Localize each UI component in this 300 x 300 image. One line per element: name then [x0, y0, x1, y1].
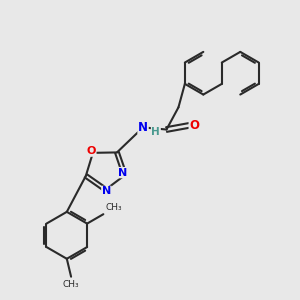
Text: N: N [102, 186, 111, 197]
Text: CH₃: CH₃ [63, 280, 80, 289]
Text: O: O [189, 119, 199, 132]
Text: N: N [138, 121, 148, 134]
Text: N: N [118, 168, 128, 178]
Text: CH₃: CH₃ [105, 203, 122, 212]
Text: O: O [86, 146, 96, 156]
Text: H: H [152, 127, 160, 137]
